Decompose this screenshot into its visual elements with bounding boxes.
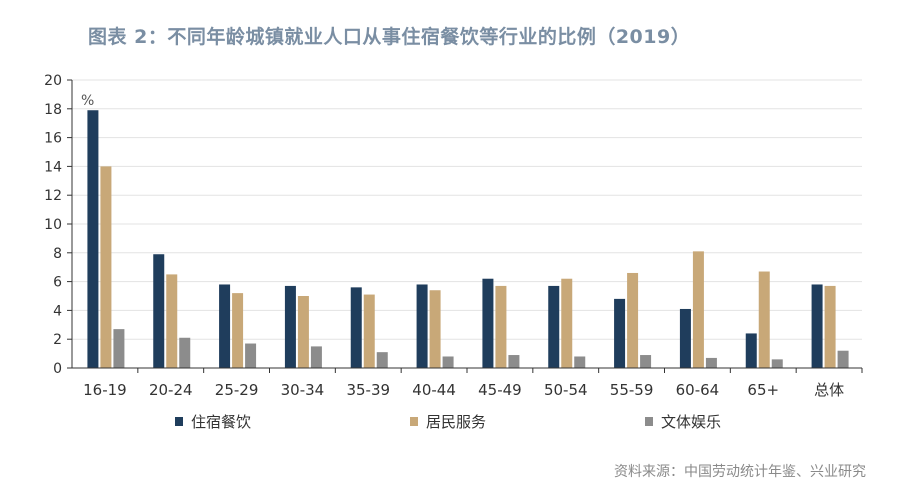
y-tick-label: 8 — [53, 246, 62, 262]
bar-2-11 — [758, 271, 770, 368]
x-tick-label: 35-39 — [346, 381, 390, 399]
y-tick-label: 6 — [53, 275, 62, 291]
bar-3-5 — [376, 352, 388, 368]
bar-2-6 — [429, 290, 441, 368]
bar-2-3 — [232, 293, 244, 368]
bar-1-7 — [482, 278, 494, 368]
bar-2-7 — [495, 285, 507, 368]
bar-3-7 — [508, 355, 520, 368]
bar-1-2 — [153, 254, 165, 368]
bar-1-12 — [811, 284, 823, 368]
x-tick-label: 55-59 — [610, 381, 654, 399]
bar-3-11 — [771, 359, 783, 368]
x-tick-label: 20-24 — [149, 381, 193, 399]
y-tick-label: 20 — [44, 73, 62, 89]
x-tick-label: 50-54 — [544, 381, 588, 399]
bar-3-9 — [640, 355, 652, 368]
bar-2-12 — [824, 285, 836, 368]
bar-3-3 — [245, 343, 257, 368]
bar-3-8 — [574, 356, 586, 368]
bar-2-9 — [627, 272, 639, 368]
legend: 住宿餐饮 居民服务 文体娱乐 — [175, 413, 721, 431]
bar-3-2 — [179, 337, 191, 368]
gridlines — [72, 79, 862, 340]
bar-2-5 — [363, 294, 375, 368]
y-tick-label: 14 — [44, 159, 62, 175]
x-tick-label: 40-44 — [412, 381, 456, 399]
y-tick-label: 16 — [44, 131, 62, 147]
x-tick-label: 30-34 — [281, 381, 325, 399]
axes: 0 2 4 6 8 10 12 14 16 18 20% 16-19 20-24 25-29 30-34 35… — [44, 73, 863, 399]
bar-1-3 — [219, 284, 231, 368]
bar-1-8 — [548, 285, 560, 368]
y-tick-label: 0 — [53, 361, 62, 377]
legend-label-1: 住宿餐饮 — [191, 413, 251, 431]
source-note: 资料来源：中国劳动统计年鉴、兴业研究 — [614, 464, 866, 480]
bar-1-11 — [745, 333, 757, 368]
bar-2-2 — [166, 274, 178, 368]
bar-3-6 — [442, 356, 454, 368]
y-tick-label: 18 — [44, 102, 62, 118]
x-tick-label: 16-19 — [83, 381, 127, 399]
bar-1-10 — [679, 308, 691, 368]
bar-1-4 — [284, 285, 296, 368]
legend-swatch-3 — [645, 417, 653, 426]
x-tick-label: 45-49 — [478, 381, 522, 399]
y-tick-label: 4 — [53, 303, 62, 319]
legend-label-2: 居民服务 — [426, 413, 486, 431]
y-tick-label: 10 — [44, 217, 62, 233]
bar-1-6 — [416, 284, 428, 368]
legend-swatch-2 — [410, 417, 418, 426]
bar-2-8 — [561, 278, 573, 368]
bar-3-4 — [310, 346, 322, 368]
legend-swatch-1 — [175, 417, 183, 426]
bar-1-1 — [87, 110, 99, 369]
x-tick-label: 25-29 — [215, 381, 259, 399]
bar-1-5 — [350, 287, 362, 368]
bar-2-1 — [100, 166, 112, 368]
x-tick-label: 65+ — [747, 381, 779, 399]
x-tick-label: 60-64 — [676, 381, 720, 399]
bar-1-9 — [614, 298, 626, 368]
bars — [87, 110, 849, 369]
bar-3-10 — [705, 357, 717, 368]
unit-label: % — [81, 93, 94, 109]
bar-3-12 — [837, 350, 849, 368]
bar-3-1 — [113, 329, 125, 368]
x-tick-label: 总体 — [814, 381, 844, 399]
chart-title: 图表 2：不同年龄城镇就业人口从事住宿餐饮等行业的比例（2019） — [88, 26, 691, 48]
y-tick-label: 2 — [53, 332, 62, 348]
bar-2-10 — [692, 251, 704, 368]
legend-label-3: 文体娱乐 — [661, 413, 721, 431]
y-tick-label: 12 — [44, 188, 62, 204]
bar-2-4 — [297, 296, 309, 368]
